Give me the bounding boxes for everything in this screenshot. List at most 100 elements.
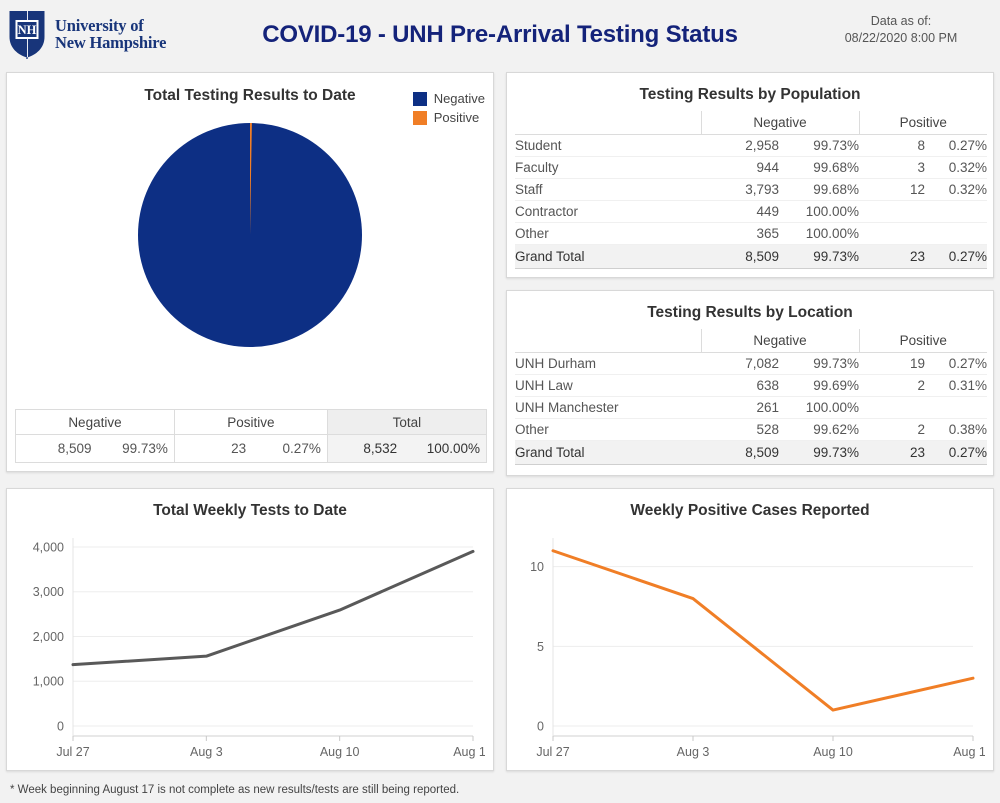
x-axis-tick-label: Aug 3 (677, 745, 710, 759)
row-negative-count: 449 (701, 200, 779, 223)
row-label: Student (515, 134, 701, 157)
row-negative-pct: 99.73% (779, 134, 860, 157)
summary-header-negative: Negative (15, 409, 175, 435)
weekly-positive-chart[interactable]: 0 5 10 Jul 27 Aug 3 Aug 10 Aug 17 (515, 524, 985, 764)
row-positive-count (859, 222, 926, 245)
row-positive-pct (925, 222, 988, 245)
total-negative-pct: 99.73% (779, 244, 860, 269)
row-negative-count: 365 (701, 222, 779, 245)
row-negative-count: 3,793 (701, 178, 779, 201)
total-negative-pct: 99.73% (779, 440, 860, 465)
population-header-negative: Negative (700, 111, 860, 135)
pie-legend: Negative Positive (412, 89, 485, 127)
population-header-row: Negative Positive (515, 111, 988, 135)
x-axis-tick-label: Jul 27 (536, 745, 569, 759)
population-header-blank (515, 111, 701, 135)
weekly-positive-title: Weekly Positive Cases Reported (630, 502, 870, 519)
row-negative-pct: 100.00% (779, 222, 860, 245)
shield-icon: NH (9, 11, 45, 59)
y-axis-tick-label: 4,000 (33, 540, 64, 554)
legend-swatch-negative (412, 91, 427, 106)
total-label: Grand Total (515, 244, 701, 269)
row-positive-pct: 0.27% (925, 134, 988, 157)
grand-total-row: Grand Total 8,509 99.73% 23 0.27% (515, 244, 988, 269)
row-positive-count (859, 200, 926, 223)
location-table-title: Testing Results by Location (647, 304, 853, 321)
table-row: UNH Durham 7,082 99.73% 19 0.27% (515, 352, 988, 375)
table-row: Student 2,958 99.73% 8 0.27% (515, 134, 988, 157)
row-positive-pct: 0.31% (925, 374, 988, 397)
row-negative-pct: 99.68% (779, 178, 860, 201)
x-axis-tick-label: Aug 17 (453, 745, 485, 759)
row-positive-pct: 0.38% (925, 418, 988, 441)
series-line (551, 549, 975, 712)
summary-header-total: Total (326, 409, 487, 435)
row-label: UNH Durham (515, 352, 701, 375)
population-header-positive: Positive (858, 111, 988, 135)
total-positive-pct: 0.27% (925, 440, 988, 465)
summary-negative-count: 8,509 (57, 441, 92, 456)
population-table-panel: Testing Results by Population Negative P… (506, 72, 994, 278)
row-negative-count: 7,082 (701, 352, 779, 375)
row-negative-count: 261 (701, 396, 779, 419)
row-label: Staff (515, 178, 701, 201)
row-negative-count: 944 (701, 156, 779, 179)
unh-logo: NH University of New Hampshire (8, 9, 166, 59)
table-row: Other 365 100.00% (515, 222, 988, 245)
row-positive-count: 19 (859, 352, 926, 375)
pie-chart[interactable] (134, 119, 366, 351)
x-axis-tick-label: Aug 10 (320, 745, 360, 759)
total-summary-table: Negative Positive Total 8,509 99.73% 23 … (15, 409, 487, 463)
row-positive-count: 2 (859, 418, 926, 441)
population-table: Negative Positive Student 2,958 99.73% 8… (515, 111, 988, 269)
logo-wordmark: University of New Hampshire (55, 15, 166, 52)
legend-item-negative[interactable]: Negative (412, 89, 485, 108)
table-row: Faculty 944 99.68% 3 0.32% (515, 156, 988, 179)
row-positive-pct: 0.27% (925, 352, 988, 375)
row-label: Other (515, 222, 701, 245)
row-label: UNH Manchester (515, 396, 701, 419)
x-axis-tick-label: Jul 27 (56, 745, 89, 759)
table-row: Contractor 449 100.00% (515, 200, 988, 223)
total-negative-count: 8,509 (701, 244, 779, 269)
summary-header-row: Negative Positive Total (15, 409, 487, 435)
table-row: UNH Law 638 99.69% 2 0.31% (515, 374, 988, 397)
y-axis-tick-label: 5 (537, 640, 544, 654)
population-table-body: Student 2,958 99.73% 8 0.27% Faculty 944… (515, 134, 988, 269)
y-axis-tick-label: 1,000 (33, 675, 64, 689)
y-axis-tick-label: 0 (57, 720, 64, 734)
row-label: Other (515, 418, 701, 441)
total-negative-count: 8,509 (701, 440, 779, 465)
series-line (71, 549, 475, 667)
table-row: Staff 3,793 99.68% 12 0.32% (515, 178, 988, 201)
row-negative-count: 2,958 (701, 134, 779, 157)
pie-chart-title: Total Testing Results to Date (144, 87, 356, 104)
location-table-wrap: Negative Positive UNH Durham 7,082 99.73… (515, 329, 988, 467)
row-negative-pct: 99.68% (779, 156, 860, 179)
summary-total-pct: 100.00% (409, 434, 487, 463)
logo-line-1: University of (55, 15, 144, 35)
as-of-value: 08/22/2020 8:00 PM (844, 31, 958, 45)
row-negative-pct: 99.73% (779, 352, 860, 375)
row-positive-count: 3 (859, 156, 926, 179)
y-axis-tick-label: 3,000 (33, 585, 64, 599)
row-label: UNH Law (515, 374, 701, 397)
row-positive-count (859, 396, 926, 419)
pie-chart-area (7, 117, 493, 407)
y-axis-tick-label: 10 (530, 560, 544, 574)
table-row: UNH Manchester 261 100.00% (515, 396, 988, 419)
location-table-panel: Testing Results by Location Negative Pos… (506, 290, 994, 476)
x-axis-tick-label: Aug 10 (813, 745, 853, 759)
pie-slice-positive (250, 123, 252, 235)
legend-swatch-positive (412, 110, 427, 125)
svg-text:NH: NH (18, 23, 37, 37)
row-negative-pct: 99.69% (779, 374, 860, 397)
population-table-title: Testing Results by Population (639, 86, 861, 103)
row-negative-pct: 100.00% (779, 200, 860, 223)
location-table-body: UNH Durham 7,082 99.73% 19 0.27% UNH Law… (515, 352, 988, 465)
location-table: Negative Positive UNH Durham 7,082 99.73… (515, 329, 988, 465)
summary-value-row: 8,509 99.73% 23 0.27% 8,532 100.00% (16, 434, 487, 463)
weekly-tests-chart[interactable]: 0 1,000 2,000 3,000 4,000 Jul 27 Aug 3 Aug 10 Au… (15, 524, 485, 764)
legend-item-positive[interactable]: Positive (412, 108, 485, 127)
